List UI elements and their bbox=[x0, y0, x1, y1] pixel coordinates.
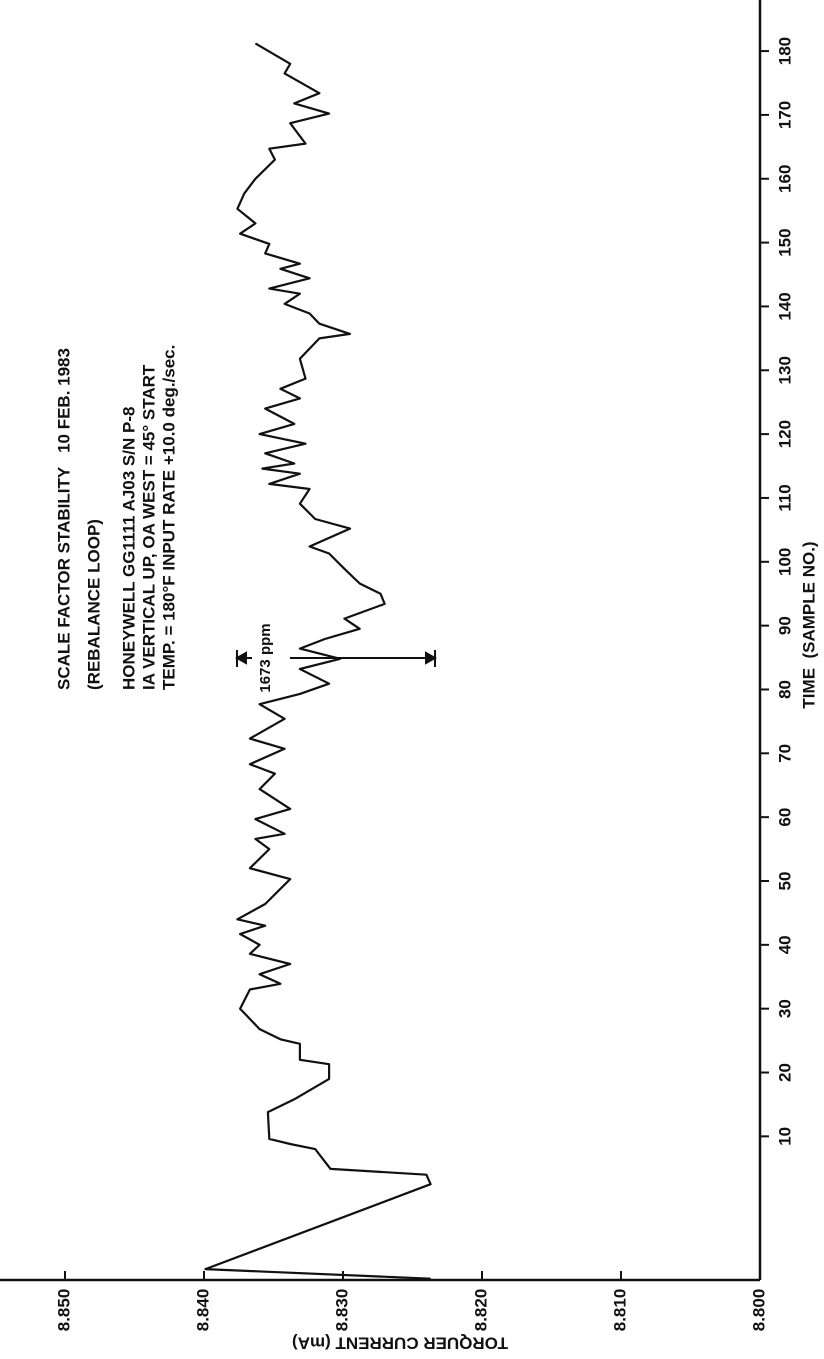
arrow-head bbox=[234, 651, 247, 665]
chart-subtitle: (REBALANCE LOOP) bbox=[84, 519, 103, 690]
y-tick-label: 8.840 bbox=[193, 1289, 212, 1332]
data-line bbox=[204, 42, 432, 1280]
note: TEMP. = 180°F INPUT RATE +10.0 deg./sec. bbox=[159, 345, 178, 690]
x-tick-label: 120 bbox=[775, 420, 794, 448]
y-tick-label: 8.820 bbox=[471, 1289, 490, 1332]
y-tick-label: 8.800 bbox=[749, 1289, 768, 1332]
x-tick-label: 140 bbox=[775, 292, 794, 320]
x-tick-label: 130 bbox=[775, 356, 794, 384]
chart-title: SCALE FACTOR STABILITY 10 FEB. 1983 bbox=[54, 348, 73, 690]
x-tick-label: 30 bbox=[775, 999, 794, 1018]
x-tick-label: 10 bbox=[775, 1127, 794, 1146]
x-tick-label: 150 bbox=[775, 228, 794, 256]
x-tick-label: 70 bbox=[775, 744, 794, 763]
arrow-head bbox=[425, 651, 438, 665]
y-tick-label: 8.830 bbox=[332, 1289, 351, 1332]
x-tick-label: 180 bbox=[775, 37, 794, 65]
x-tick-label: 20 bbox=[775, 1063, 794, 1082]
note: IA VERTICAL UP, OA WEST = 45° START bbox=[139, 364, 158, 690]
note: HONEYWELL GG1111 AJ03 S/N P-8 bbox=[119, 407, 138, 690]
x-tick-label: 170 bbox=[775, 101, 794, 129]
y-tick-label: 8.810 bbox=[610, 1289, 629, 1332]
x-tick-label: 100 bbox=[775, 548, 794, 576]
x-axis-label: TIME (SAMPLE NO.) bbox=[799, 541, 818, 708]
x-tick-label: 50 bbox=[775, 872, 794, 891]
y-axis-label: TORQUER CURRENT (mA) bbox=[292, 1334, 508, 1353]
x-tick-label: 90 bbox=[775, 616, 794, 635]
x-tick-label: 40 bbox=[775, 935, 794, 954]
x-tick-label: 160 bbox=[775, 165, 794, 193]
annotation-label: 1673 ppm bbox=[257, 623, 274, 692]
y-tick-label: 8.850 bbox=[54, 1289, 73, 1332]
x-tick-label: 110 bbox=[775, 484, 794, 511]
x-tick-label: 80 bbox=[775, 680, 794, 699]
x-tick-label: 60 bbox=[775, 808, 794, 827]
range-annotation bbox=[234, 650, 438, 667]
